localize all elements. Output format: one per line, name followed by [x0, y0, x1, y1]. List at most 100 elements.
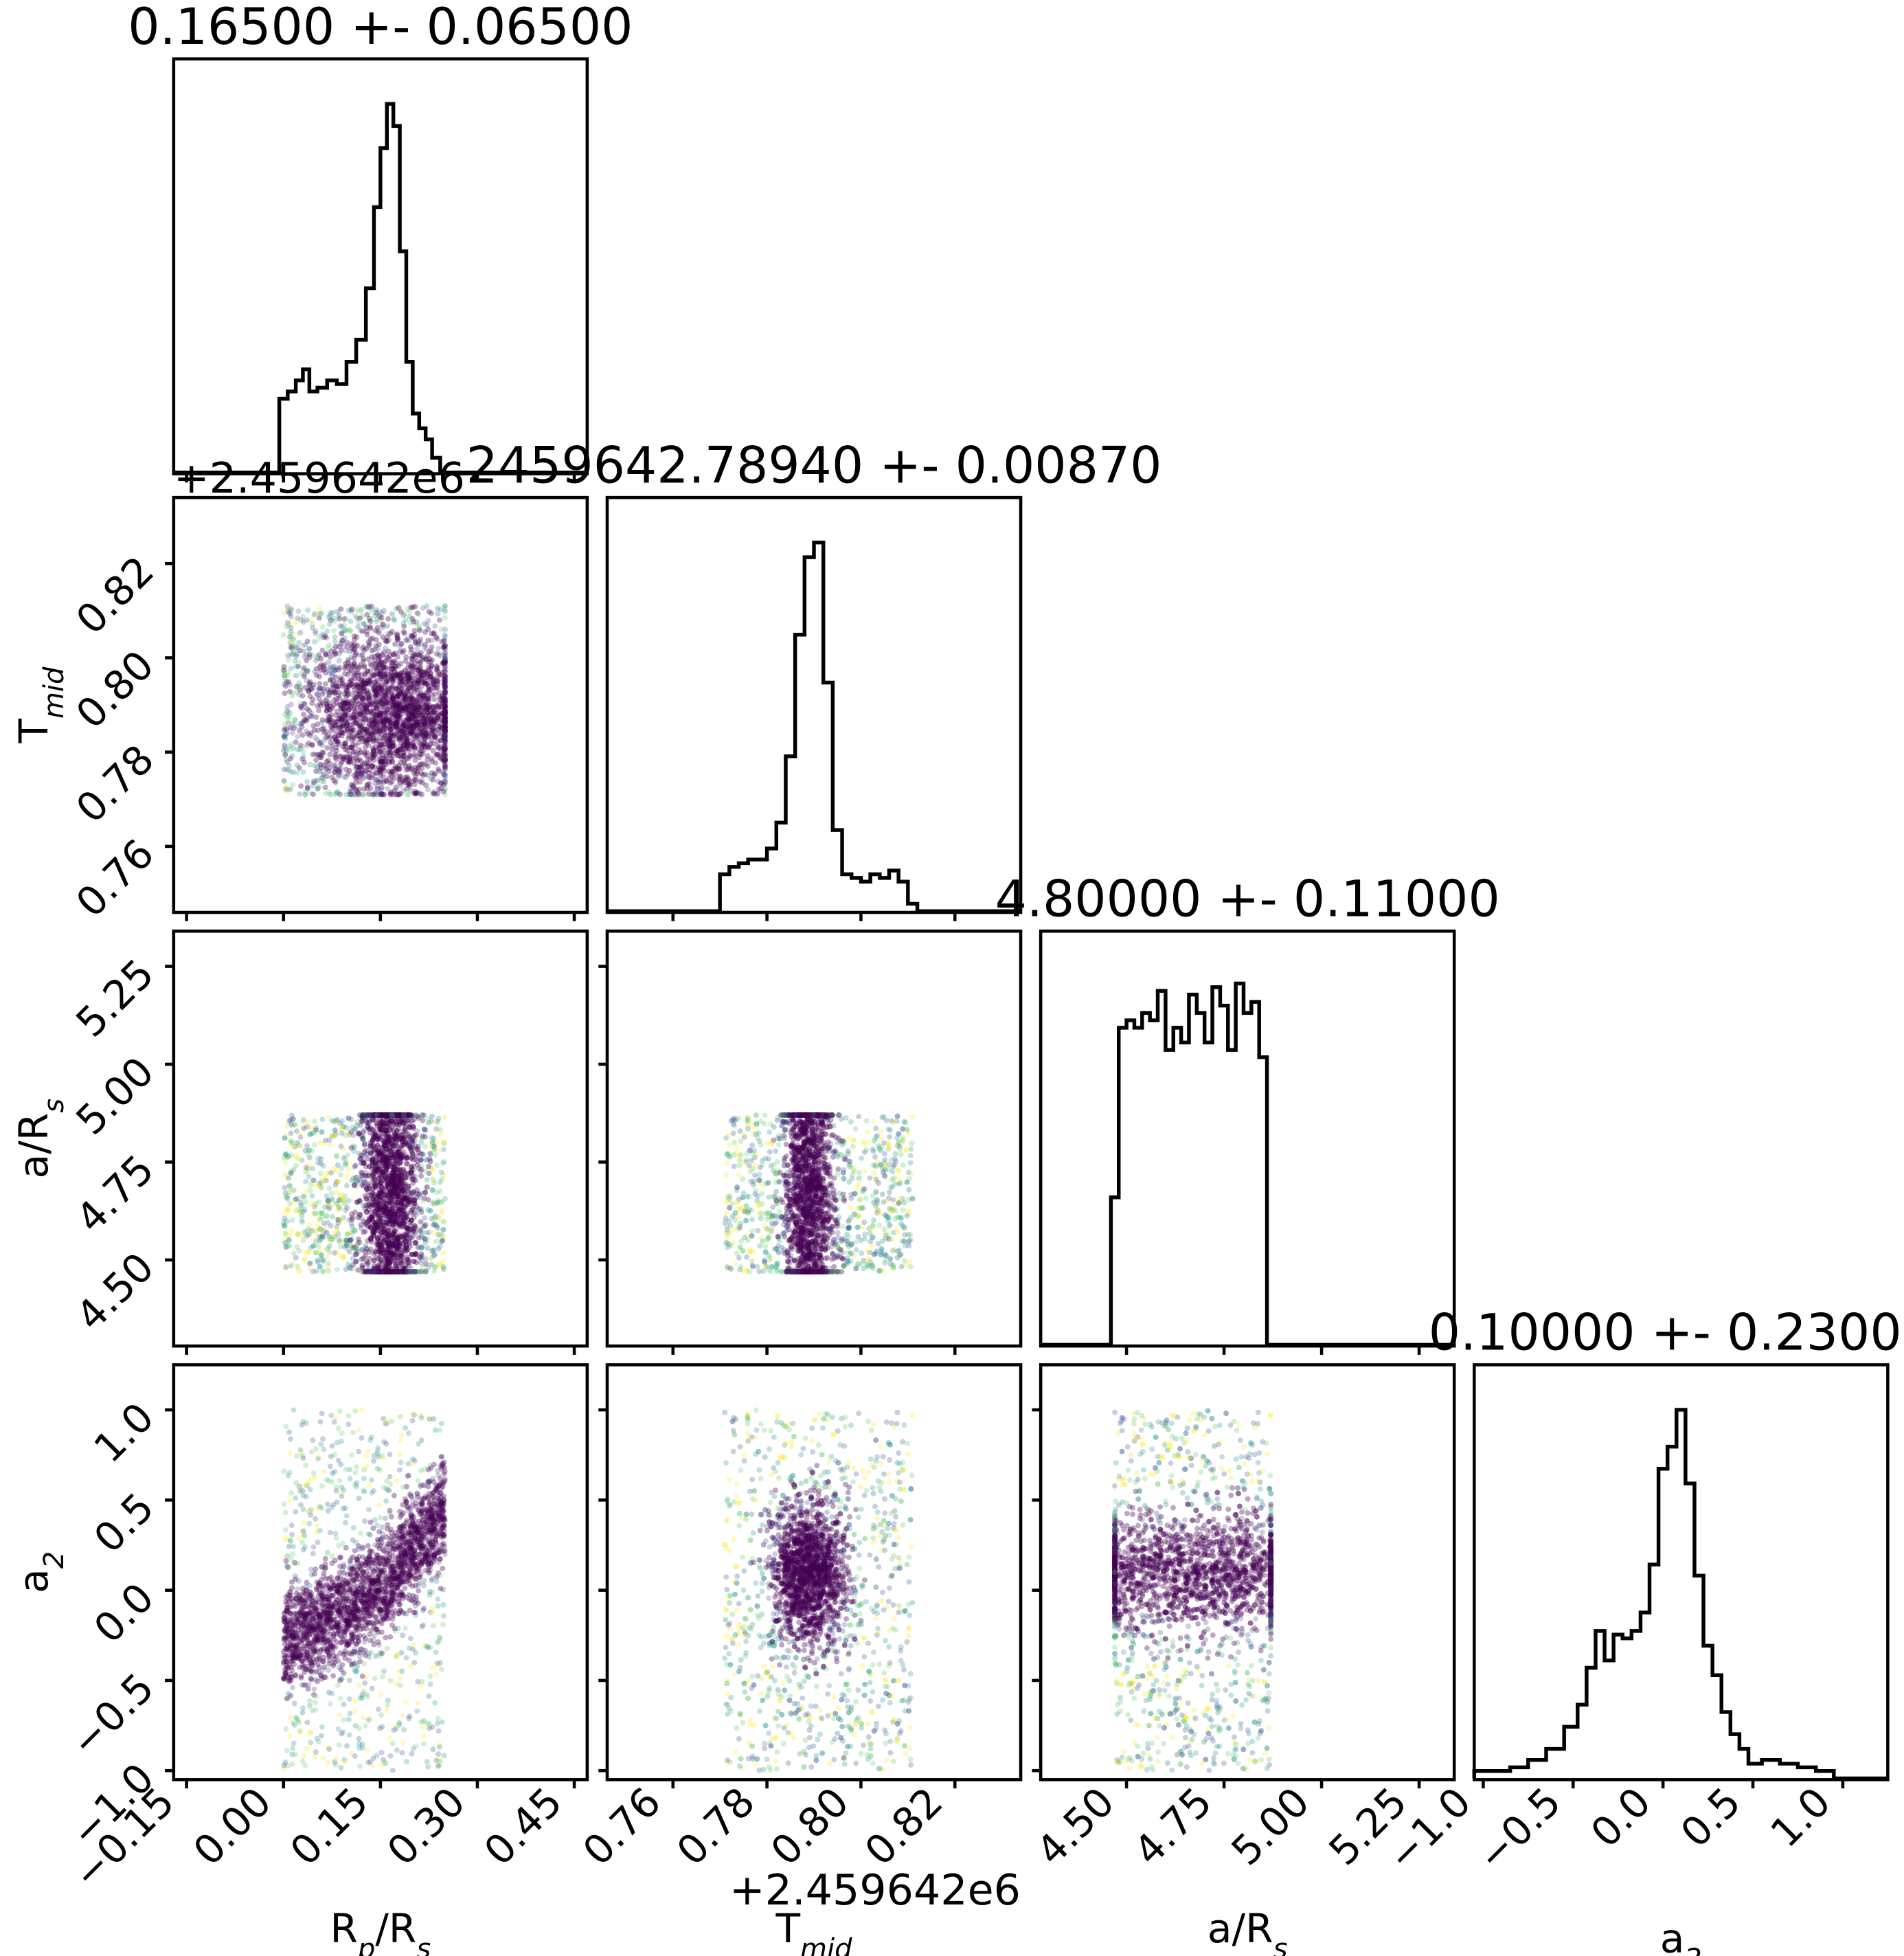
sample-point: [383, 700, 389, 706]
sample-point: [374, 1255, 380, 1261]
sample-point: [382, 1112, 388, 1118]
sample-point: [398, 1200, 405, 1206]
sample-point: [401, 623, 407, 629]
sample-point: [442, 704, 448, 710]
sample-point: [326, 769, 332, 775]
sample-point: [373, 1145, 379, 1151]
sample-point: [300, 619, 306, 625]
sample-point: [361, 1112, 367, 1118]
sample-point: [410, 714, 416, 720]
sample-point: [392, 1112, 398, 1118]
sample-point: [397, 1207, 403, 1213]
sample-point: [394, 1236, 400, 1242]
sample-point: [369, 699, 375, 706]
sample-point: [387, 730, 394, 737]
sample-point: [405, 1142, 411, 1148]
hist-panel-1: 2459642.78940 +- 0.00870: [466, 436, 1161, 914]
sample-point: [421, 708, 427, 714]
sample-point: [334, 680, 340, 686]
sample-point: [398, 690, 404, 696]
sample-point: [365, 1156, 371, 1162]
sample-point: [384, 1217, 390, 1224]
sample-point: [418, 744, 424, 750]
sample-point: [442, 718, 448, 724]
sample-point: [393, 1228, 399, 1234]
sample-point: [314, 691, 320, 697]
sample-point: [402, 1246, 408, 1252]
sample-point: [409, 728, 416, 734]
sample-point: [414, 1128, 420, 1134]
sample-point: [401, 695, 407, 701]
sample-point: [399, 1268, 405, 1274]
sample-point: [282, 1223, 288, 1229]
sample-point: [416, 626, 422, 632]
sample-point: [372, 685, 378, 691]
sample-point: [394, 730, 400, 736]
sample-point: [328, 1238, 334, 1244]
sample-point: [408, 1210, 414, 1216]
sample-point: [400, 1241, 406, 1247]
sample-point: [286, 657, 292, 663]
sample-point: [364, 782, 370, 788]
sample-point: [424, 787, 431, 793]
sample-point: [388, 1191, 394, 1198]
sample-point: [418, 1254, 424, 1260]
sample-point: [365, 1219, 371, 1225]
sample-point: [357, 708, 363, 715]
sample-point: [326, 692, 332, 698]
sample-point: [376, 1211, 382, 1218]
sample-point: [394, 631, 400, 638]
sample-point: [379, 1170, 385, 1176]
sample-point: [440, 1237, 446, 1244]
sample-point: [393, 724, 399, 730]
sample-point: [429, 704, 435, 710]
sample-point: [418, 1139, 424, 1145]
sample-point: [313, 610, 319, 616]
sample-point: [326, 1137, 332, 1143]
sample-point: [403, 737, 409, 743]
sample-point: [376, 662, 382, 668]
sample-point: [442, 746, 448, 752]
sample-point: [347, 1265, 353, 1271]
sample-point: [378, 1194, 384, 1200]
sample-point: [389, 743, 396, 749]
sample-point: [425, 1120, 431, 1126]
sample-point: [373, 1154, 379, 1160]
sample-point: [386, 1188, 392, 1194]
sample-point: [388, 733, 394, 739]
sample-point: [331, 697, 337, 703]
sample-point: [442, 715, 448, 721]
sample-point: [441, 638, 447, 644]
sample-point: [418, 741, 424, 747]
sample-point: [330, 688, 336, 695]
sample-point: [390, 674, 396, 680]
sample-point: [352, 1162, 359, 1169]
sample-point: [332, 682, 338, 688]
sample-point: [348, 645, 354, 651]
sample-point: [309, 700, 315, 706]
sample-point: [306, 654, 313, 660]
sample-point: [423, 1168, 429, 1174]
sample-point: [377, 1268, 383, 1274]
sample-point: [336, 724, 342, 730]
sample-point: [408, 1217, 414, 1224]
sample-point: [384, 1160, 390, 1167]
sample-point: [429, 710, 435, 717]
sample-point: [344, 727, 350, 733]
sample-point: [409, 699, 415, 705]
sample-point: [389, 1232, 395, 1238]
sample-point: [442, 690, 448, 696]
sample-point: [359, 696, 365, 702]
sample-point: [383, 778, 389, 785]
sample-point: [416, 732, 422, 739]
sample-point: [402, 1268, 408, 1274]
sample-point: [371, 1134, 377, 1140]
sample-point: [398, 671, 404, 677]
sample-point: [427, 1208, 433, 1214]
sample-point: [388, 720, 394, 726]
sample-point: [388, 670, 394, 676]
sample-point: [402, 774, 408, 780]
sample-point: [291, 745, 297, 751]
sample-point: [442, 627, 448, 633]
sample-point: [389, 1176, 395, 1182]
